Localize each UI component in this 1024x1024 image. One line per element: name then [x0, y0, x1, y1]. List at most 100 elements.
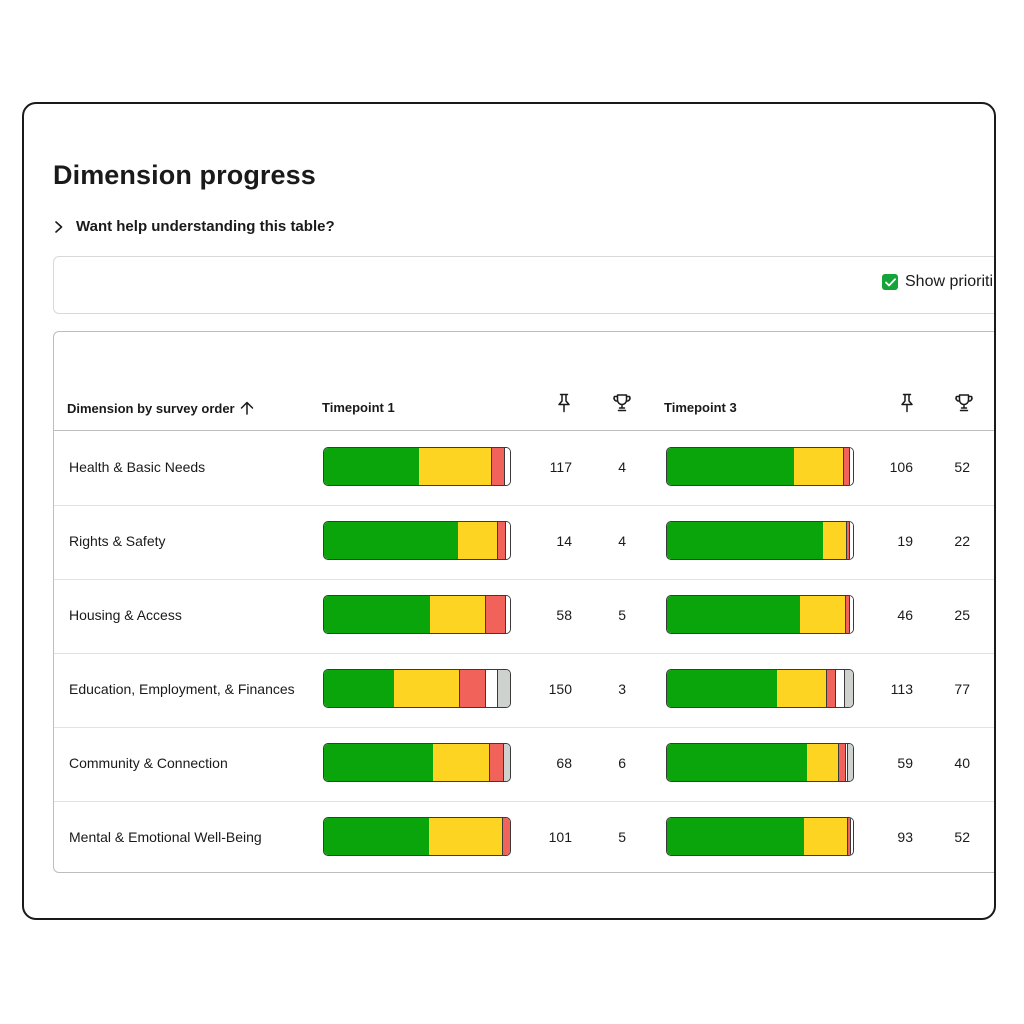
bar-segment-red — [488, 744, 503, 781]
trophy-count: 52 — [954, 829, 970, 845]
progress-bar-t3[interactable] — [666, 521, 854, 560]
bar-segment-red — [459, 670, 486, 707]
bar-segment-yellow — [800, 596, 845, 633]
trophy-count: 52 — [954, 459, 970, 475]
progress-bar-t1[interactable] — [323, 743, 511, 782]
pin-count: 113 — [890, 681, 913, 697]
bar-segment-red — [844, 596, 850, 633]
dimension-name: Health & Basic Needs — [69, 459, 206, 475]
pin-count: 117 — [549, 459, 572, 475]
arrow-up-icon — [240, 401, 253, 415]
trophy-count: 4 — [618, 533, 626, 549]
bar-segment-green — [667, 744, 808, 781]
progress-bar-t3[interactable] — [666, 595, 854, 634]
bar-segment-red — [485, 596, 506, 633]
pin-count: 14 — [556, 533, 572, 549]
bar-segment-red — [838, 744, 845, 781]
bar-segment-yellow — [418, 448, 491, 485]
progress-bar-t3[interactable] — [666, 743, 854, 782]
bar-segment-red — [501, 818, 510, 855]
bar-segment-white — [505, 522, 510, 559]
page-title: Dimension progress — [53, 160, 316, 190]
trophy-count: 25 — [954, 607, 970, 623]
dimension-name: Community & Connection — [69, 755, 228, 771]
bar-segment-green — [667, 448, 794, 485]
bar-segment-green — [667, 596, 801, 633]
table-row[interactable]: Community & Connection 68 6 59 40 — [54, 727, 994, 802]
header-divider — [54, 430, 994, 431]
bar-segment-white — [835, 670, 844, 707]
bar-segment-yellow — [793, 448, 843, 485]
trophy-count: 4 — [618, 459, 626, 475]
table-row[interactable]: Health & Basic Needs 117 4 106 52 — [54, 431, 994, 506]
bar-segment-red — [847, 818, 851, 855]
bar-segment-yellow — [458, 522, 497, 559]
bar-segment-white — [504, 448, 510, 485]
bar-segment-grey — [502, 744, 510, 781]
pin-count: 46 — [897, 607, 913, 623]
progress-bar-t1[interactable] — [323, 817, 511, 856]
trophy-count: 40 — [954, 755, 970, 771]
progress-bar-t3[interactable] — [666, 669, 854, 708]
table-row[interactable]: Mental & Emotional Well-Being 101 5 93 52 — [54, 801, 994, 875]
progress-bar-t3[interactable] — [666, 447, 854, 486]
bar-segment-yellow — [822, 522, 846, 559]
bar-segment-green — [324, 596, 430, 633]
column-header-dimension[interactable]: Dimension by survey order — [67, 400, 255, 416]
progress-bar-t1[interactable] — [323, 447, 511, 486]
show-priorities-toggle[interactable]: Show prioriti — [882, 273, 993, 291]
table-row[interactable]: Education, Employment, & Finances 150 3 113… — [54, 653, 994, 728]
pin-count: 150 — [548, 681, 572, 697]
bar-segment-green — [324, 744, 433, 781]
checkbox-checked-icon[interactable] — [882, 274, 898, 290]
bar-segment-red — [826, 670, 836, 707]
dimension-name: Housing & Access — [69, 607, 182, 623]
progress-bar-t3[interactable] — [666, 817, 854, 856]
dimension-name: Rights & Safety — [69, 533, 166, 549]
pin-count: 106 — [889, 459, 913, 475]
bar-segment-red — [490, 448, 505, 485]
bar-segment-grey — [847, 744, 853, 781]
bar-segment-white — [849, 596, 853, 633]
dimension-table: Dimension by survey order Timepoint 1 Ti… — [53, 331, 994, 875]
bar-segment-white — [485, 670, 498, 707]
bar-segment-white — [850, 818, 853, 855]
table-row[interactable]: Rights & Safety 14 4 19 22 — [54, 505, 994, 580]
trophy-count: 5 — [618, 829, 626, 845]
progress-bar-t1[interactable] — [323, 669, 511, 708]
bar-segment-green — [324, 522, 459, 559]
trophy-icon — [954, 393, 973, 413]
trophy-count: 6 — [618, 755, 626, 771]
bar-segment-green — [324, 448, 419, 485]
progress-bar-t1[interactable] — [323, 595, 511, 634]
bar-segment-green — [667, 522, 823, 559]
pin-count: 59 — [897, 755, 913, 771]
bar-segment-green — [324, 818, 430, 855]
filter-bar: Show prioriti — [53, 256, 994, 314]
dimension-name: Education, Employment, & Finances — [69, 681, 295, 697]
trophy-count: 77 — [954, 681, 970, 697]
bar-segment-white — [505, 596, 510, 633]
chevron-right-icon — [52, 220, 66, 234]
column-header-timepoint-1[interactable]: Timepoint 1 — [322, 400, 395, 415]
bar-segment-red — [496, 522, 506, 559]
bar-segment-yellow — [429, 818, 502, 855]
bar-segment-yellow — [807, 744, 839, 781]
bar-segment-yellow — [776, 670, 827, 707]
trophy-count: 3 — [618, 681, 626, 697]
help-toggle[interactable]: Want help understanding this table? — [52, 218, 335, 235]
pin-count: 19 — [897, 533, 913, 549]
pin-icon — [557, 393, 575, 413]
progress-bar-t1[interactable] — [323, 521, 511, 560]
pin-count: 101 — [548, 829, 572, 845]
column-header-timepoint-3[interactable]: Timepoint 3 — [664, 400, 737, 415]
bar-segment-grey — [843, 670, 853, 707]
dimension-progress-card: Dimension progress Want help understandi… — [22, 102, 996, 920]
pin-count: 93 — [897, 829, 913, 845]
trophy-icon — [612, 393, 631, 413]
bar-segment-yellow — [429, 596, 486, 633]
bar-segment-green — [324, 670, 395, 707]
trophy-count: 5 — [618, 607, 626, 623]
table-row[interactable]: Housing & Access 58 5 46 25 — [54, 579, 994, 654]
bar-segment-green — [667, 818, 805, 855]
